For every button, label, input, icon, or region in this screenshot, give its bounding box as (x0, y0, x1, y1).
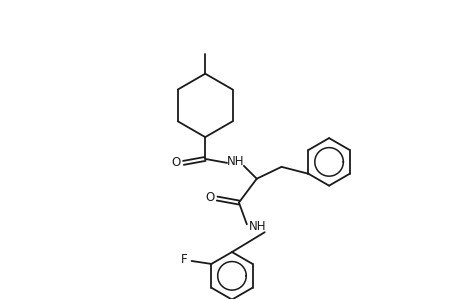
Text: NH: NH (248, 220, 266, 233)
Text: O: O (172, 156, 181, 170)
Text: NH: NH (227, 155, 244, 168)
Text: O: O (205, 191, 214, 204)
Text: F: F (181, 254, 188, 266)
